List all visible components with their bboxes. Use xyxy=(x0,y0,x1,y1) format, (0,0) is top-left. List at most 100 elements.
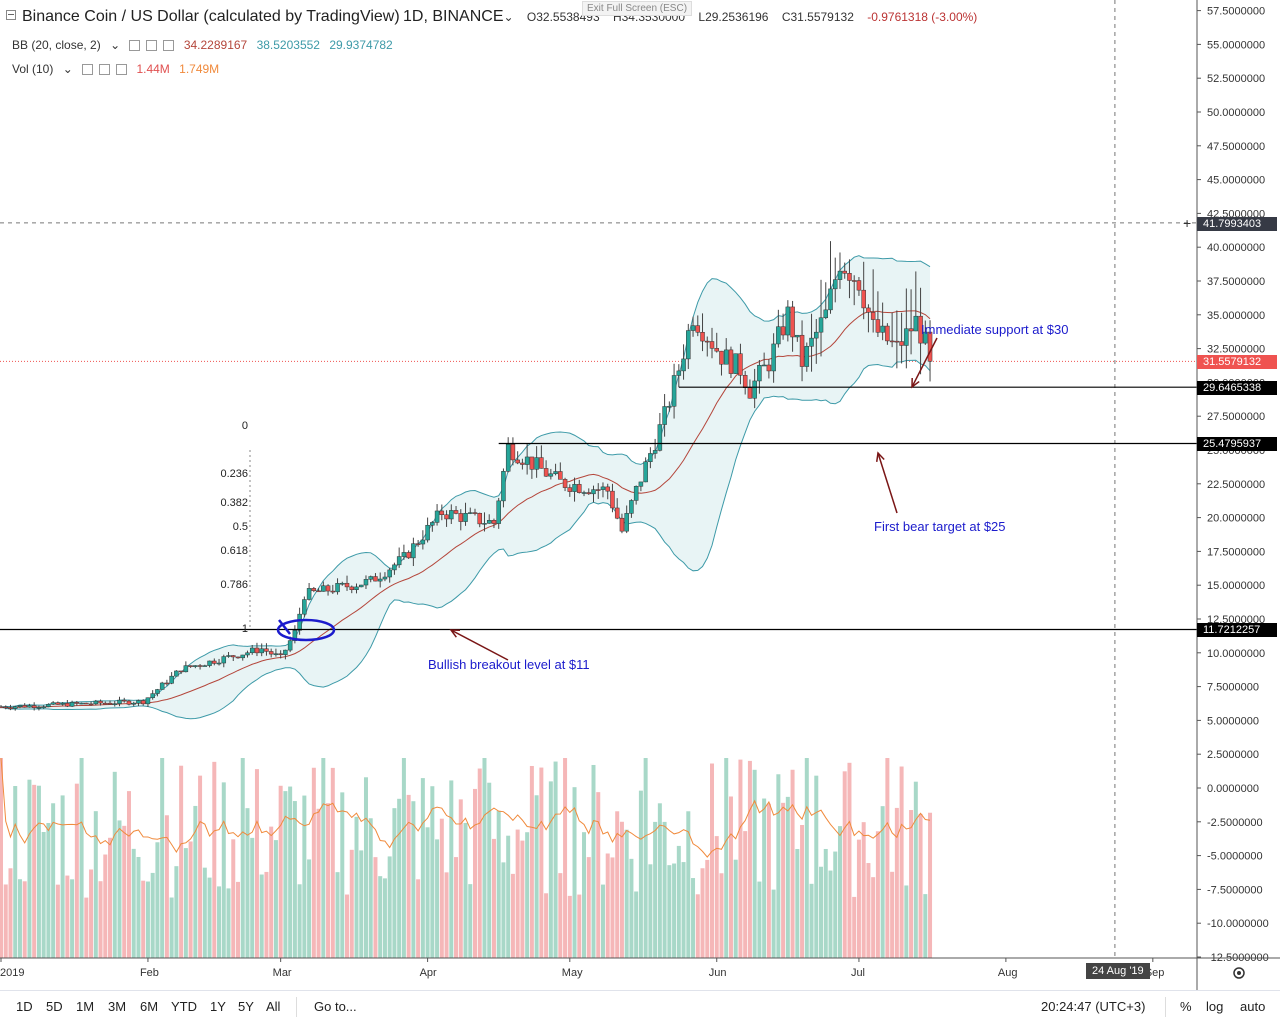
candle-body xyxy=(22,705,27,708)
candle-body xyxy=(567,487,573,492)
settings-icon[interactable] xyxy=(146,40,158,51)
auto-toggle[interactable]: auto xyxy=(1240,999,1266,1014)
volume-bar xyxy=(501,862,506,958)
volume-bar xyxy=(657,803,662,958)
candle-body xyxy=(193,665,198,667)
candle-body xyxy=(880,325,885,333)
vol-ma-value: 1.749M xyxy=(179,62,220,76)
volume-bar xyxy=(899,766,904,958)
volume-bar xyxy=(311,767,316,958)
volume-bar xyxy=(582,832,587,958)
volume-bar xyxy=(653,821,658,958)
candle-body xyxy=(700,332,705,342)
volume-bar xyxy=(17,879,22,958)
timeframe-5d[interactable]: 5D xyxy=(46,999,63,1014)
ohlc-low: L29.2536196 xyxy=(698,10,769,24)
candle-body xyxy=(430,522,435,526)
volume-bar xyxy=(586,857,591,958)
candle-body xyxy=(155,689,160,694)
timeframe-6m[interactable]: 6M xyxy=(140,999,159,1014)
volume-bar xyxy=(833,851,838,958)
bear-target-arrow-head xyxy=(875,451,885,463)
candle-body xyxy=(520,462,525,465)
candle-body xyxy=(918,315,923,344)
volume-bar xyxy=(563,758,568,958)
chevron-down-icon[interactable]: ⌄ xyxy=(110,38,121,52)
candle-body xyxy=(738,353,743,376)
log-toggle[interactable]: log xyxy=(1206,999,1224,1014)
time-tick-label: Feb xyxy=(140,967,159,979)
percent-toggle[interactable]: % xyxy=(1180,999,1192,1014)
timeframe-5y[interactable]: 5Y xyxy=(238,999,254,1014)
clock-display[interactable]: 20:24:47 (UTC+3) xyxy=(1041,999,1146,1014)
volume-bar xyxy=(781,802,786,958)
volume-bar xyxy=(842,771,847,958)
chevron-down-icon[interactable]: ⌄ xyxy=(503,10,514,24)
volume-bar xyxy=(136,856,141,958)
volume-bar xyxy=(406,794,411,958)
eye-icon[interactable] xyxy=(129,40,141,51)
candle-body xyxy=(27,705,32,708)
goto-button[interactable]: Go to... xyxy=(314,999,357,1014)
interval-label[interactable]: 1D xyxy=(403,8,424,25)
close-icon[interactable] xyxy=(116,64,128,75)
volume-bar xyxy=(714,836,719,958)
candle-body xyxy=(292,630,298,641)
bottom-toolbar: 1D 5D 1M 3M 6M YTD 1Y 5Y All Go to... 20… xyxy=(0,990,1280,1025)
volume-bar xyxy=(923,894,928,958)
candle-body xyxy=(178,670,184,673)
timeframe-all[interactable]: All xyxy=(266,999,281,1014)
volume-bar xyxy=(544,893,549,958)
fib-level-0: 0 xyxy=(241,420,248,432)
candle-body xyxy=(709,341,715,349)
collapse-icon[interactable] xyxy=(6,10,16,20)
timeframe-3m[interactable]: 3M xyxy=(108,999,127,1014)
settings-gear-icon[interactable] xyxy=(1233,967,1245,979)
candle-body xyxy=(344,582,350,588)
timeframe-1m[interactable]: 1M xyxy=(76,999,95,1014)
vol-label[interactable]: Vol (10) xyxy=(12,62,54,76)
candle-body xyxy=(449,510,454,520)
volume-bar xyxy=(496,810,501,958)
candle-body xyxy=(249,647,255,654)
candle-body xyxy=(358,584,364,588)
volume-bar xyxy=(273,840,278,958)
volume-bar xyxy=(743,831,748,958)
timeframe-ytd[interactable]: YTD xyxy=(171,999,197,1014)
candle-body xyxy=(240,654,245,659)
price-tick-label: 37.5000000 xyxy=(1207,276,1265,288)
volume-bars xyxy=(0,757,933,958)
candle-body xyxy=(501,471,506,502)
volume-bar xyxy=(84,897,89,958)
volume-bar xyxy=(686,811,691,958)
candle-body xyxy=(719,350,724,365)
candle-body xyxy=(856,280,862,291)
volume-bar xyxy=(473,788,477,958)
volume-bar xyxy=(482,758,487,958)
candle-body xyxy=(776,326,781,345)
volume-bar xyxy=(776,774,781,958)
volume-bar xyxy=(401,758,406,958)
candle-body xyxy=(283,649,288,655)
chevron-down-icon[interactable]: ⌄ xyxy=(62,62,73,76)
volume-bar xyxy=(207,877,212,958)
candle-body xyxy=(425,524,430,541)
volume-bar xyxy=(837,826,842,958)
settings-icon[interactable] xyxy=(99,64,111,75)
candle-body xyxy=(136,700,141,704)
exit-fullscreen-button[interactable]: Exit Full Screen (ESC) xyxy=(582,1,693,16)
candle-body xyxy=(411,543,416,559)
candle-body xyxy=(614,507,620,519)
close-icon[interactable] xyxy=(163,40,175,51)
candle-body xyxy=(780,326,786,336)
volume-bar xyxy=(525,832,530,958)
bear-target-arrow xyxy=(877,452,898,514)
volume-bar xyxy=(809,883,814,958)
timeframe-1d[interactable]: 1D xyxy=(16,999,33,1014)
volume-bar xyxy=(672,863,677,958)
eye-icon[interactable] xyxy=(82,64,94,75)
volume-bar xyxy=(288,786,293,958)
bb-label[interactable]: BB (20, close, 2) xyxy=(12,38,101,52)
price-chart[interactable]: + 57.5000000 55.0000000 52.5000000 50.00000… xyxy=(0,0,1280,990)
timeframe-1y[interactable]: 1Y xyxy=(210,999,226,1014)
